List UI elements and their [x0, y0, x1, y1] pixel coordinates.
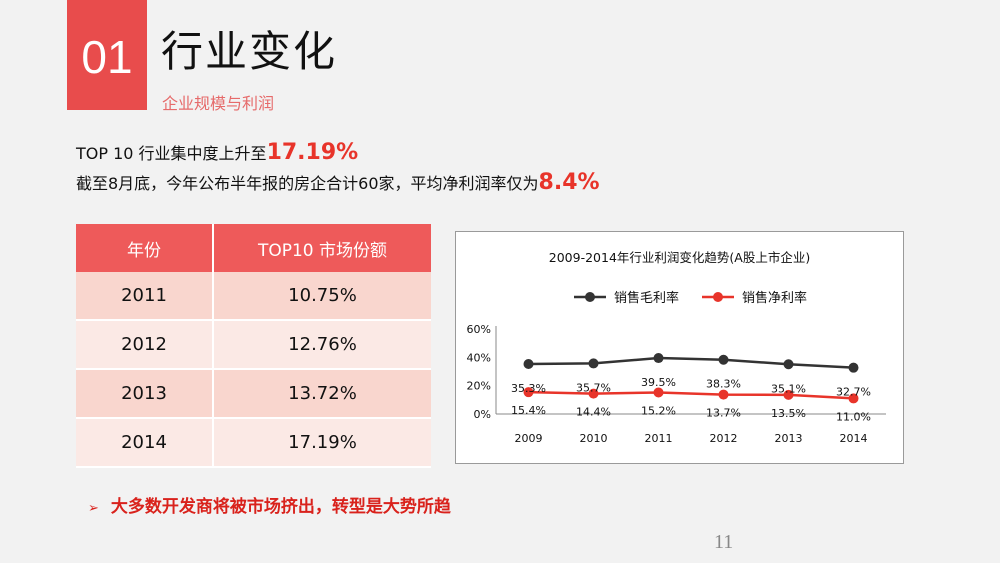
table-row: 2012 12.76% [76, 321, 431, 370]
data-label-series-2: 15.2% [641, 404, 676, 417]
legend-label-1: 销售毛利率 [614, 290, 679, 306]
data-label-series-1: 32.7% [836, 386, 871, 399]
y-tick-label: 60% [467, 323, 491, 336]
data-label-series-2: 13.7% [706, 407, 741, 420]
cell-year: 2012 [76, 321, 214, 370]
cell-year: 2014 [76, 419, 214, 468]
chart-canvas: 2009-2014年行业利润变化趋势(A股上市企业) 销售毛利率 销售净利率 0% 20… [467, 250, 886, 445]
x-tick-label: 2012 [710, 432, 738, 445]
cell-share: 17.19% [214, 419, 431, 468]
summary-line-2-text: 截至8月底，今年公布半年报的房企合计60家，平均净利润率仅为 [76, 174, 539, 193]
data-point-series-1 [588, 358, 599, 369]
profit-trend-chart: 2009-2014年行业利润变化趋势(A股上市企业) 销售毛利率 销售净利率 0% 20… [455, 231, 904, 464]
summary-line-1: TOP 10 行业集中度上升至17.19% [76, 140, 358, 165]
data-label-series-2: 11.0% [836, 410, 871, 423]
cell-year: 2013 [76, 370, 214, 419]
data-point-series-1 [848, 362, 859, 373]
series-line-2 [528, 390, 854, 400]
table-row: 2011 10.75% [76, 272, 431, 321]
summary-line-1-text: TOP 10 行业集中度上升至 [76, 144, 267, 163]
header-share: TOP10 市场份额 [214, 224, 431, 272]
data-label-series-1: 39.5% [641, 376, 676, 389]
x-tick-label: 2013 [775, 432, 803, 445]
x-tick-label: 2010 [580, 432, 608, 445]
data-label-series-1: 35.7% [576, 381, 611, 394]
data-label-series-2: 15.4% [511, 404, 546, 417]
y-tick-label: 20% [467, 380, 491, 393]
table-header-row: 年份 TOP10 市场份额 [76, 224, 431, 272]
legend-marker-2 [713, 292, 723, 302]
header-year: 年份 [76, 224, 214, 272]
data-point-series-1 [783, 359, 794, 370]
data-label-series-1: 35.3% [511, 382, 546, 395]
page-title: 行业变化 [161, 27, 338, 76]
page-number: 11 [714, 531, 734, 553]
summary-line-2: 截至8月底，今年公布半年报的房企合计60家，平均净利润率仅为8.4% [76, 170, 600, 195]
arrow-bullet-icon: ➢ [88, 501, 99, 516]
legend-marker-1 [585, 292, 595, 302]
data-label-series-1: 38.3% [706, 378, 741, 391]
x-tick-label: 2014 [840, 432, 868, 445]
conclusion-bullet: ➢ 大多数开发商将被市场挤出，转型是大势所趋 [88, 492, 451, 517]
data-label-series-2: 13.5% [771, 407, 806, 420]
data-point-series-1 [523, 358, 534, 369]
market-share-table: 年份 TOP10 市场份额 2011 10.75% 2012 12.76% 20… [76, 224, 431, 468]
data-point-series-2 [523, 387, 534, 398]
summary-line-1-highlight: 17.19% [266, 140, 359, 165]
page-subtitle: 企业规模与利润 [162, 94, 275, 113]
summary-line-2-highlight: 8.4% [538, 170, 600, 195]
x-tick-label: 2009 [515, 432, 543, 445]
x-tick-label: 2011 [645, 432, 673, 445]
data-point-series-2 [718, 389, 729, 400]
section-number: 01 [67, 0, 147, 110]
cell-share: 13.72% [214, 370, 431, 419]
data-label-series-1: 35.1% [771, 382, 806, 395]
y-tick-label: 0% [474, 408, 491, 421]
data-point-series-2 [783, 389, 794, 400]
data-point-series-2 [588, 388, 599, 399]
cell-share: 12.76% [214, 321, 431, 370]
conclusion-text: 大多数开发商将被市场挤出，转型是大势所趋 [110, 497, 451, 517]
legend-label-2: 销售净利率 [742, 290, 807, 306]
data-label-series-2: 14.4% [576, 406, 611, 419]
table-row: 2013 13.72% [76, 370, 431, 419]
data-point-series-1 [718, 354, 729, 365]
cell-share: 10.75% [214, 272, 431, 321]
cell-year: 2011 [76, 272, 214, 321]
data-point-series-1 [653, 353, 664, 364]
chart-title: 2009-2014年行业利润变化趋势(A股上市企业) [549, 250, 810, 265]
table-row: 2014 17.19% [76, 419, 431, 468]
series-line-1 [528, 356, 854, 369]
data-point-series-2 [653, 387, 664, 398]
data-point-series-2 [848, 393, 859, 404]
y-tick-label: 40% [467, 351, 491, 364]
